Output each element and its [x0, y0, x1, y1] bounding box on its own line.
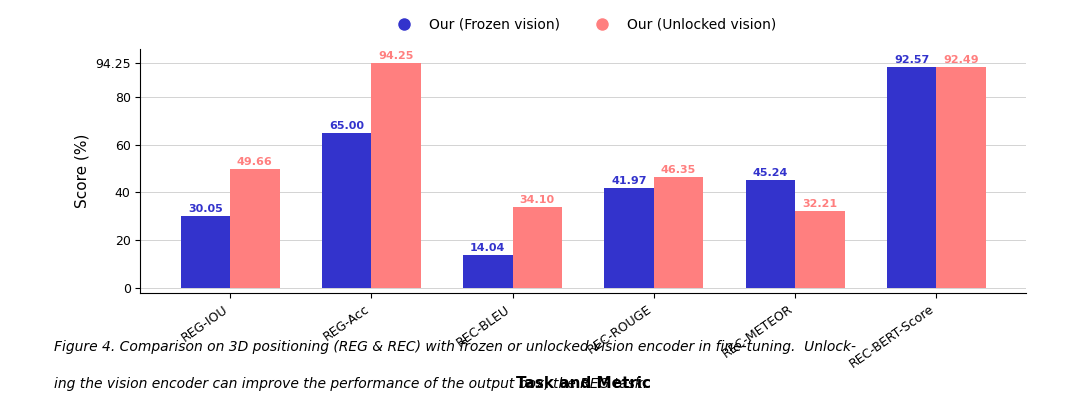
Bar	[605, 188, 653, 288]
Text: 41.97: 41.97	[611, 176, 647, 186]
Bar	[463, 255, 513, 288]
Text: 65.00: 65.00	[329, 121, 364, 131]
Bar	[322, 133, 372, 288]
Text: 30.05: 30.05	[188, 204, 222, 214]
Text: ing the vision encoder can improve the performance of the output box, the REG ta: ing the vision encoder can improve the p…	[54, 377, 647, 391]
Bar	[936, 67, 986, 288]
Text: 92.57: 92.57	[894, 55, 929, 65]
Bar	[372, 63, 421, 288]
Y-axis label: Score (%): Score (%)	[75, 134, 90, 208]
Text: 45.24: 45.24	[753, 168, 788, 178]
Text: 14.04: 14.04	[470, 243, 505, 253]
Text: 92.49: 92.49	[943, 55, 978, 65]
Bar	[653, 177, 703, 288]
Bar	[745, 180, 795, 288]
Text: 94.25: 94.25	[378, 51, 414, 61]
Bar	[887, 67, 936, 288]
Text: Figure 4. Comparison on 3D positioning (REG & REC) with frozen or unlocked visio: Figure 4. Comparison on 3D positioning (…	[54, 340, 856, 354]
Legend: Our (Frozen vision), Our (Unlocked vision): Our (Frozen vision), Our (Unlocked visio…	[384, 12, 782, 37]
X-axis label: Task and Metric: Task and Metric	[516, 376, 650, 392]
Bar	[180, 216, 230, 288]
Bar	[230, 169, 280, 288]
Text: 49.66: 49.66	[237, 158, 272, 167]
Text: 34.10: 34.10	[519, 195, 555, 205]
Bar	[795, 211, 845, 288]
Bar	[513, 207, 562, 288]
Text: 32.21: 32.21	[802, 199, 837, 209]
Text: 46.35: 46.35	[661, 165, 697, 175]
